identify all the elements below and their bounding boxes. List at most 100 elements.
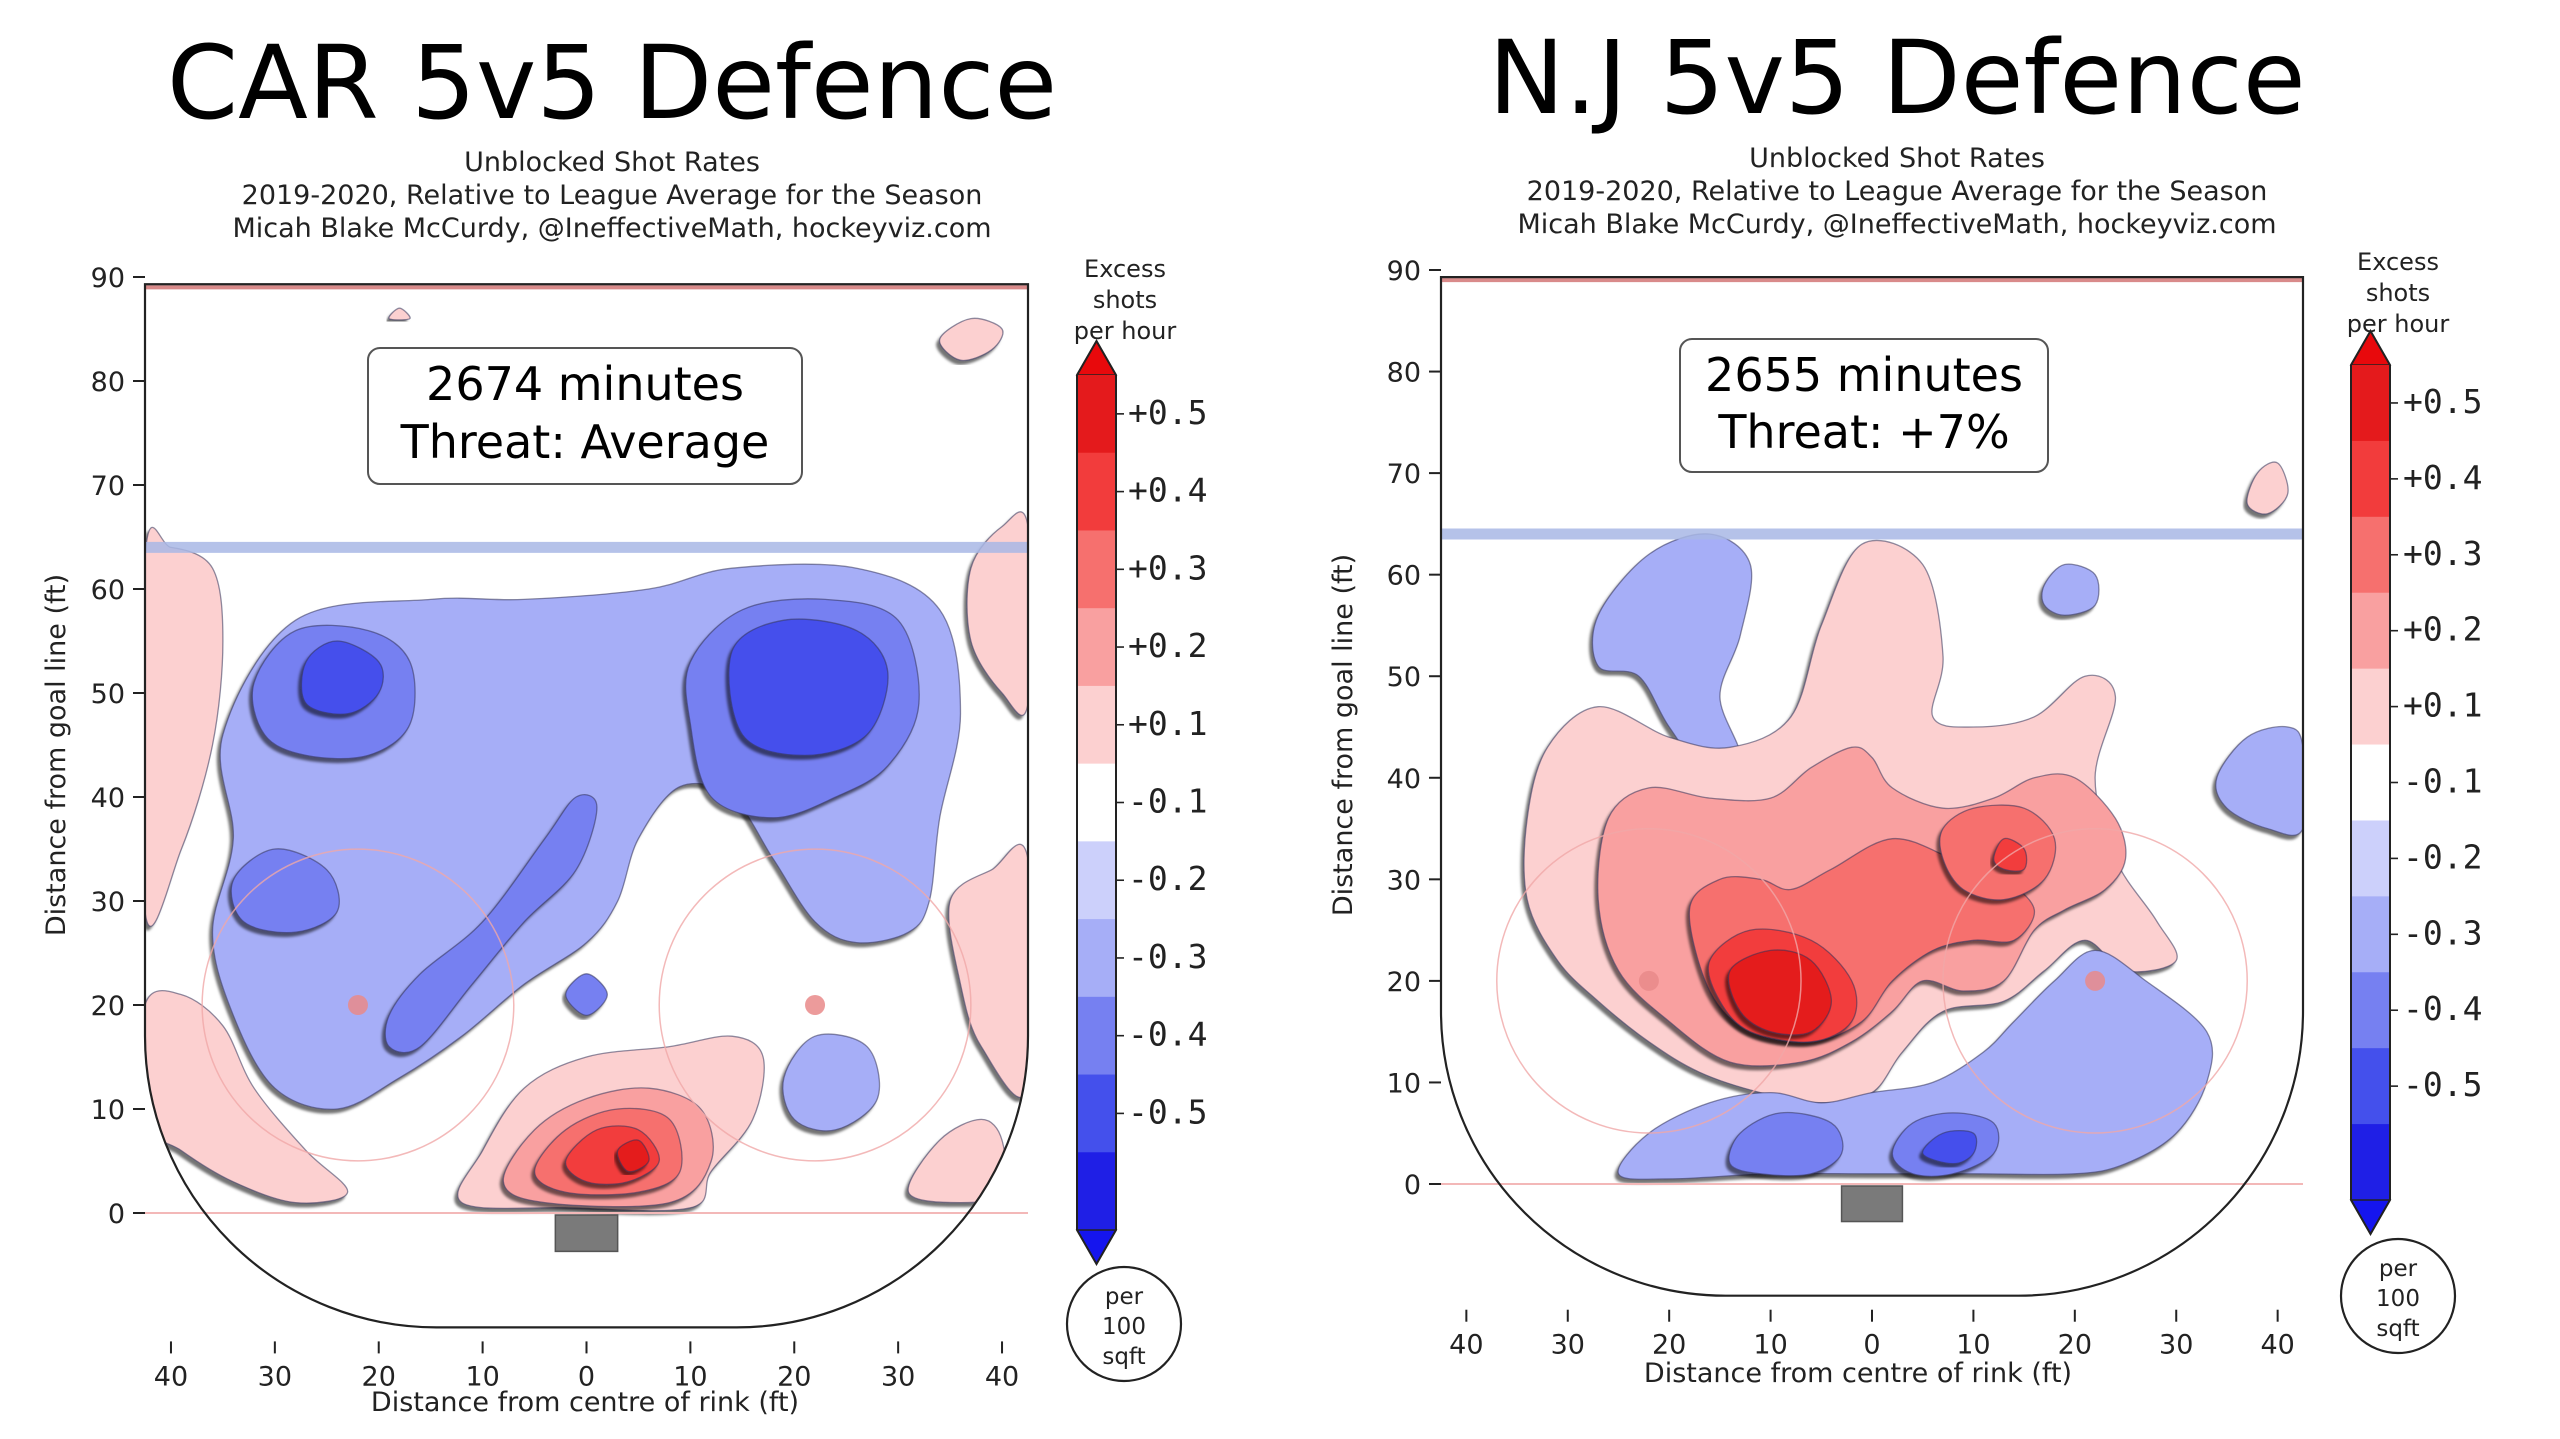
colorbar-label-2: +0.3 (2403, 534, 2482, 573)
annotation-threat: Threat: +7% (1717, 405, 2009, 459)
x-tick-label-7: 30 (881, 1361, 915, 1392)
faceoff-dot-1 (805, 995, 826, 1015)
chart-title: CAR 5v5 Defence (167, 24, 1057, 143)
unit-line-0: per (2379, 1256, 2418, 1282)
colorbar-segment-6 (1077, 841, 1116, 920)
rink-boards (1439, 276, 2305, 1297)
x-tick-label-2: 20 (362, 1361, 396, 1392)
x-tick-label-0: 40 (154, 1361, 188, 1392)
colorbar-extend-bottom (1075, 1229, 1118, 1266)
contour-region-5 (1727, 949, 1833, 1036)
colorbar-title-line-2: per hour (2347, 310, 2450, 338)
faceoff-dot-1 (2085, 970, 2106, 991)
unit-circle (1065, 1265, 1183, 1383)
contour-region-14 (2246, 461, 2289, 515)
colorbar-segment-10 (2351, 1124, 2390, 1201)
colorbar-label-1: +0.4 (2403, 458, 2482, 497)
contour-region-15 (616, 1139, 650, 1173)
y-tick-label-5: 50 (91, 679, 125, 710)
x-tick-label-4: 0 (578, 1361, 595, 1392)
colorbar-label-8: -0.4 (2403, 989, 2482, 1028)
contour-region-19 (939, 317, 1004, 362)
contour-region-7 (565, 973, 608, 1017)
unit-line-2: sqft (2376, 1316, 2419, 1342)
goal-net (554, 1214, 619, 1253)
colorbar-segment-9 (2351, 1048, 2390, 1125)
subtitle-line-3: Micah Blake McCurdy, @IneffectiveMath, h… (1517, 209, 2276, 240)
y-tick-label-9: 90 (91, 263, 125, 294)
annotation-box (1679, 338, 2049, 473)
colorbar-frame (1076, 338, 1117, 1267)
contour-region-13 (2215, 725, 2303, 837)
contour-region-4 (728, 618, 889, 757)
contour-region-9 (1728, 1111, 1844, 1177)
contour-region-20 (388, 307, 411, 321)
colorbar-car: +0.5 +0.4 +0.3 +0.2 +0.1 -0.1 -0.2 -0.3 -0.4 -0.5… (1065, 255, 1207, 1383)
colorbar-segment-4 (2351, 668, 2390, 746)
threat-regions (145, 307, 1028, 1212)
x-tick-label-4: 0 (1863, 1330, 1880, 1361)
y-tick-label-5: 50 (1387, 662, 1421, 693)
y-tick-label-7: 70 (1387, 459, 1421, 490)
car-defence-panel: CAR 5v5 Defence Unblocked Shot Rates 201… (41, 24, 1057, 1418)
unit-line-0: per (1105, 1284, 1144, 1310)
contour-region-5 (230, 848, 340, 934)
colorbar-label-8: -0.4 (1128, 1015, 1207, 1054)
colorbar-segment-5 (1077, 763, 1116, 842)
x-axis-label: Distance from centre of rink (ft) (1644, 1358, 2072, 1389)
contour-region-11 (1922, 1130, 1978, 1165)
colorbar-segment-5 (2351, 744, 2390, 821)
faceoff-dot-0 (347, 995, 368, 1015)
colorbar-segment-8 (2351, 972, 2390, 1049)
threat-regions (1523, 461, 2303, 1180)
colorbar-title-line-2: per hour (1074, 317, 1177, 345)
colorbar-title-line-1: shots (1093, 286, 1157, 314)
colorbar-title-line-1: shots (2366, 279, 2430, 307)
colorbar-segment-7 (2351, 896, 2390, 973)
colorbar-segment-0 (2351, 365, 2390, 442)
unit-line-2: sqft (1102, 1344, 1145, 1370)
x-tick-label-1: 30 (258, 1361, 292, 1392)
colorbar-segment-8 (1077, 996, 1116, 1076)
annotation-box (367, 347, 803, 485)
contour-region-17 (948, 843, 1028, 1099)
nj-defence-panel: N.J 5v5 Defence Unblocked Shot Rates 201… (1328, 19, 2306, 1389)
colorbar-label-6: -0.2 (1128, 859, 1207, 898)
x-tick-label-0: 40 (1449, 1330, 1483, 1361)
y-tick-label-1: 10 (1387, 1068, 1421, 1099)
x-tick-label-6: 20 (777, 1361, 811, 1392)
subtitle-line-2: 2019-2020, Relative to League Average fo… (1527, 176, 2268, 207)
x-axis: 40 30 20 10 0 10 20 30 40 (1449, 1309, 2295, 1361)
colorbar-title-line-0: Excess (1084, 255, 1166, 283)
colorbar-label-3: +0.2 (1128, 626, 1207, 665)
x-tick-label-3: 10 (1753, 1330, 1787, 1361)
y-tick-label-0: 0 (1404, 1170, 1421, 1201)
x-tick-label-3: 10 (465, 1361, 499, 1392)
colorbar-label-7: -0.3 (1128, 937, 1207, 976)
y-tick-label-2: 20 (1387, 967, 1421, 998)
x-tick-label-8: 40 (985, 1361, 1019, 1392)
subtitle-line-1: Unblocked Shot Rates (464, 147, 760, 178)
colorbar-nj: +0.5 +0.4 +0.3 +0.2 +0.1 -0.1 -0.2 -0.3 -0.4 -0.5… (2339, 248, 2482, 1355)
x-tick-label-5: 10 (673, 1361, 707, 1392)
y-tick-label-3: 30 (1387, 865, 1421, 896)
subtitle-line-2: 2019-2020, Relative to League Average fo… (242, 180, 983, 211)
colorbar-label-3: +0.2 (2403, 610, 2482, 649)
rink-markings (1439, 276, 2305, 1297)
unit-circle (2339, 1237, 2457, 1355)
y-tick-label-2: 20 (91, 991, 125, 1022)
y-tick-label-1: 10 (91, 1095, 125, 1126)
contour-region-16 (907, 1118, 1007, 1204)
colorbar-segment-4 (1077, 685, 1116, 765)
y-axis: 0 10 20 30 40 50 60 70 80 90 (1387, 256, 1441, 1201)
y-tick-label-9: 90 (1387, 256, 1421, 287)
goal-net (1840, 1185, 1904, 1223)
annotation-minutes: 2674 minutes (426, 357, 744, 411)
colorbar-label-4: +0.1 (2403, 686, 2482, 725)
y-tick-label-8: 80 (1387, 358, 1421, 389)
colorbar-segment-10 (1077, 1152, 1116, 1231)
colorbar-label-0: +0.5 (1128, 393, 1207, 432)
contour-region-9 (145, 526, 224, 927)
contour-region-12 (2041, 563, 2100, 616)
y-axis: 0 10 20 30 40 50 60 70 80 90 (91, 263, 145, 1230)
